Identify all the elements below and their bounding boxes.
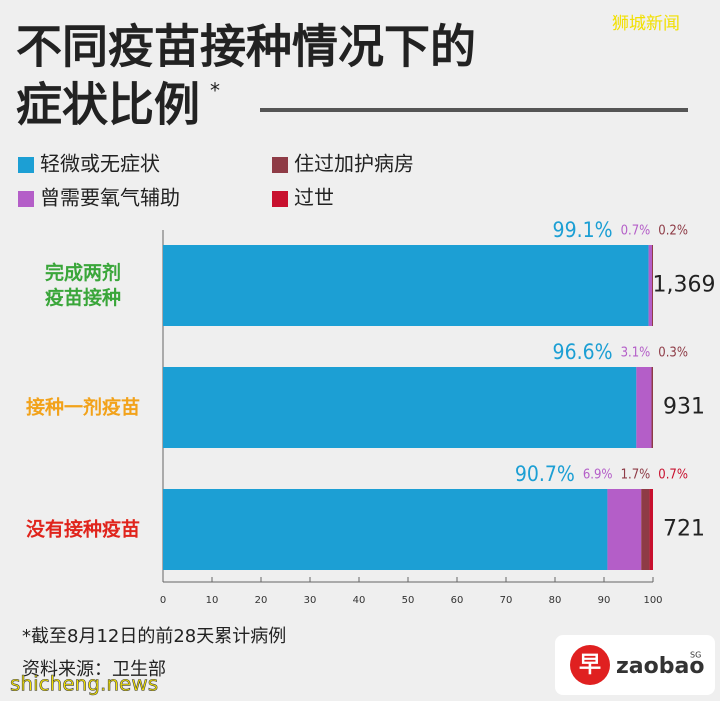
- bar-segment: [163, 245, 649, 326]
- value-label: 96.6%: [553, 340, 613, 364]
- logo-sup: SG: [690, 651, 701, 660]
- value-label: 6.9%: [583, 468, 613, 483]
- bar-segment: [652, 245, 653, 326]
- x-tick-label: 80: [549, 595, 562, 606]
- x-tick-label: 0: [160, 595, 166, 606]
- legend-swatch: [18, 191, 34, 207]
- value-label: 0.3%: [658, 346, 688, 361]
- legend-swatch: [18, 157, 34, 173]
- legend-label: 过世: [294, 186, 334, 210]
- legend-label: 轻微或无症状: [40, 152, 160, 176]
- category-label: 没有接种疫苗: [25, 518, 140, 540]
- watermark: shicheng.news: [10, 672, 158, 696]
- legend-swatch: [272, 191, 288, 207]
- watermark: 狮城新闻: [612, 14, 680, 34]
- bar-segment: [607, 489, 642, 570]
- bar-segment: [641, 489, 650, 570]
- category-label: 接种一剂疫苗: [25, 396, 140, 418]
- total-label: 1,369: [653, 273, 716, 298]
- logo-text: zaobao: [616, 654, 704, 679]
- value-label: 0.2%: [658, 224, 688, 239]
- value-label: 0.7%: [658, 468, 688, 483]
- x-tick-label: 50: [402, 595, 415, 606]
- logo-circle: [570, 645, 610, 685]
- chart-title: 不同疫苗接种情况下的: [16, 20, 476, 74]
- bar-segment: [163, 489, 608, 570]
- value-label: 0.7%: [621, 224, 651, 239]
- footnote: *截至8月12日的前28天累计病例: [22, 626, 286, 647]
- bar-segment: [648, 245, 653, 326]
- x-tick-label: 60: [451, 595, 464, 606]
- chart-title: 症状比例: [16, 78, 200, 132]
- category-label: 完成两剂 疫苗接种: [44, 261, 121, 309]
- source: 资料来源：卫生部: [22, 659, 166, 680]
- value-label: 90.7%: [515, 462, 575, 486]
- logo-char: 早: [579, 653, 601, 678]
- x-tick-label: 40: [353, 595, 366, 606]
- title-mark: *: [210, 79, 220, 103]
- value-label: 3.1%: [621, 346, 651, 361]
- value-label: 99.1%: [553, 218, 613, 242]
- x-tick-label: 10: [206, 595, 219, 606]
- legend-label: 住过加护病房: [294, 152, 414, 176]
- bar-segment: [649, 489, 653, 570]
- x-tick-label: 100: [643, 595, 662, 606]
- x-tick-label: 30: [304, 595, 317, 606]
- x-tick-label: 20: [255, 595, 268, 606]
- legend-label: 曾需要氧气辅助: [40, 186, 180, 210]
- x-tick-label: 70: [500, 595, 513, 606]
- legend-swatch: [272, 157, 288, 173]
- bar-segment: [163, 367, 637, 448]
- bar-segment: [651, 367, 653, 448]
- value-label: 1.7%: [621, 468, 651, 483]
- x-tick-label: 90: [598, 595, 611, 606]
- total-label: 721: [663, 517, 705, 542]
- bar-segment: [636, 367, 652, 448]
- total-label: 931: [663, 395, 705, 420]
